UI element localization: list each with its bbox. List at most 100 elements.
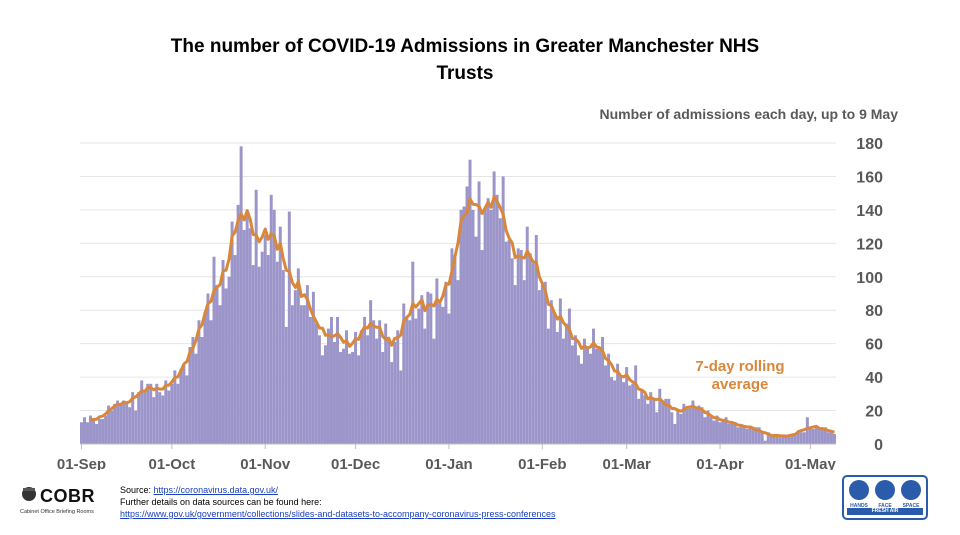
y-tick-label: 180	[856, 136, 883, 153]
bar	[384, 323, 388, 444]
chart-subtitle: Number of admissions each day, up to 9 M…	[599, 106, 898, 122]
bar	[411, 261, 415, 444]
space-label: SPACE	[902, 503, 920, 509]
bar	[209, 320, 213, 444]
y-axis: 0 20 40 60 80 100 120 140 160 180	[856, 136, 883, 454]
bar	[336, 316, 339, 444]
bar	[694, 408, 698, 444]
bar	[260, 251, 264, 444]
bar	[715, 415, 719, 444]
bar	[95, 423, 99, 444]
x-tick-label: 01-Mar	[602, 456, 651, 470]
bar	[805, 417, 809, 444]
bar	[495, 194, 499, 444]
annotation-line2: average	[712, 376, 769, 393]
bar	[423, 328, 427, 444]
bar	[760, 432, 764, 444]
hands-label: HANDS	[850, 503, 868, 509]
y-tick-label: 100	[856, 270, 883, 287]
bar	[357, 355, 361, 444]
face-icon	[875, 480, 895, 500]
bar	[589, 353, 592, 444]
bar	[167, 390, 171, 444]
bar	[203, 311, 207, 444]
x-tick-label: 01-Apr	[696, 456, 744, 470]
y-tick-label: 80	[865, 303, 883, 320]
bar	[802, 432, 806, 444]
bar	[814, 425, 818, 444]
further-details-link[interactable]: https://www.gov.uk/government/collection…	[120, 509, 556, 519]
bar	[796, 432, 800, 444]
bar	[697, 405, 701, 444]
bar	[441, 306, 445, 444]
bar	[224, 288, 228, 444]
bar	[489, 209, 493, 444]
bar	[348, 353, 352, 444]
bar	[808, 428, 812, 444]
bar	[161, 395, 165, 444]
bar	[206, 293, 210, 444]
bar	[194, 353, 198, 444]
bar	[399, 370, 403, 444]
bar	[218, 305, 222, 444]
bar	[787, 435, 791, 444]
bar	[435, 278, 439, 444]
bar	[110, 410, 114, 444]
source-link[interactable]: https://coronavirus.data.gov.uk/	[153, 485, 278, 495]
bar	[420, 295, 424, 444]
x-axis: 01-Sep 01-Oct 01-Nov 01-Dec 01-Jan 01-Feb 01-M…	[57, 443, 836, 470]
bar	[92, 418, 95, 444]
bar	[375, 338, 379, 444]
bar	[143, 392, 147, 444]
bar	[191, 336, 195, 444]
bar	[510, 258, 514, 444]
y-tick-label: 60	[865, 337, 883, 354]
bar	[685, 408, 689, 444]
bar	[483, 208, 487, 444]
space-icon	[901, 480, 921, 500]
bar	[528, 253, 532, 444]
bar	[354, 331, 358, 444]
bar	[176, 383, 180, 444]
bar	[98, 418, 102, 444]
bar	[522, 280, 526, 444]
y-tick-label: 20	[865, 404, 883, 421]
bar	[254, 189, 258, 444]
bar	[519, 250, 523, 444]
bar	[200, 336, 204, 444]
annotation-line1: 7-day rolling	[695, 358, 784, 375]
bar	[664, 398, 668, 444]
bar	[245, 209, 249, 444]
bar	[730, 422, 734, 444]
bar	[498, 218, 502, 444]
y-tick-label: 40	[865, 370, 883, 387]
bar	[182, 365, 186, 444]
bar	[257, 266, 261, 444]
bar	[468, 159, 472, 444]
bar	[333, 341, 336, 444]
bar	[456, 280, 460, 444]
bar	[474, 236, 478, 444]
bar	[751, 428, 755, 444]
bar	[305, 285, 309, 444]
bar	[366, 335, 370, 444]
rolling-average-series	[90, 195, 835, 438]
bar	[567, 308, 571, 444]
bar	[582, 338, 586, 444]
bar	[742, 427, 746, 444]
bar	[444, 281, 448, 444]
bar	[323, 345, 327, 444]
bar	[287, 211, 291, 444]
bar	[643, 395, 647, 444]
bar	[215, 285, 219, 444]
bar	[561, 338, 565, 444]
bar	[462, 206, 466, 444]
bar	[402, 303, 406, 444]
bar	[546, 328, 550, 444]
bar	[317, 335, 321, 444]
bar	[393, 341, 397, 444]
bar	[673, 423, 677, 444]
bar	[534, 234, 538, 444]
bar	[230, 221, 234, 444]
bar	[405, 316, 409, 444]
